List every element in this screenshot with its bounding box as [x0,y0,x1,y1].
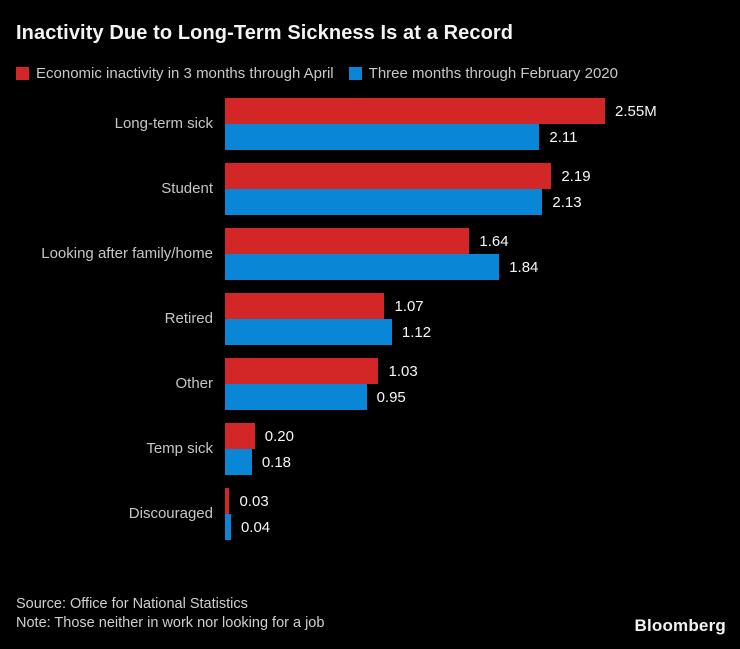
bar-line: 2.55M [225,98,740,124]
legend-item-april: Economic inactivity in 3 months through … [16,65,334,82]
value-label: 1.03 [388,362,418,380]
bar-april [225,423,255,449]
bar-group: 1.03 0.95 [225,358,740,410]
chart-row: Looking after family/home 1.64 1.84 [0,228,740,280]
chart-row: Discouraged 0.03 0.04 [0,488,740,540]
bar-feb2020 [225,384,367,410]
bar-line: 0.95 [225,384,740,410]
bar-feb2020 [225,319,392,345]
category-label: Other [175,375,213,393]
bar-line: 1.07 [225,293,740,319]
category-label: Temp sick [146,440,213,458]
chart-row: Student 2.19 2.13 [0,163,740,215]
chart-title: Inactivity Due to Long-Term Sickness Is … [16,22,514,44]
value-label: 0.18 [261,453,292,471]
note-text: Note: Those neither in work nor looking … [16,615,325,631]
bar-feb2020 [225,124,540,150]
footer-notes: Source: Office for National Statistics N… [16,595,324,633]
bar-group: 0.20 0.18 [225,423,740,475]
bar-line: 0.18 [225,449,740,475]
bar-group: 2.55M 2.11 [225,98,740,150]
bar-feb2020 [225,449,252,475]
chart-row: Other 1.03 0.95 [0,358,740,410]
bar-group: 1.64 1.84 [225,228,740,280]
bar-april [225,98,605,124]
bar-group: 0.03 0.04 [225,488,740,540]
bar-april [225,358,379,384]
bar-line: 1.12 [225,319,740,345]
category-label: Long-term sick [114,115,213,133]
value-label: 1.84 [509,258,539,276]
bar-line: 2.19 [225,163,740,189]
bar-line: 0.20 [225,423,740,449]
bar-line: 1.84 [225,254,740,280]
legend-swatch-red-icon [16,67,29,80]
source-text: Source: Office for National Statistics [16,596,248,612]
value-label: 2.19 [561,167,591,185]
value-label: 0.20 [264,427,294,445]
legend: Economic inactivity in 3 months through … [16,65,618,82]
legend-label-april: Economic inactivity in 3 months through … [36,65,334,82]
value-label: 1.64 [479,232,509,250]
legend-item-feb2020: Three months through February 2020 [348,65,618,82]
legend-swatch-blue-icon [348,67,362,80]
bar-line: 2.11 [225,124,740,150]
bar-april [225,488,230,514]
value-label: 0.95 [376,388,406,406]
bar-feb2020 [225,254,500,280]
value-label: 2.55M [615,102,657,120]
category-label: Looking after family/home [41,245,213,263]
bloomberg-logo: Bloomberg [634,616,726,635]
value-label: 0.04 [240,518,271,536]
bar-group: 2.19 2.13 [225,163,740,215]
bar-line: 2.13 [225,189,740,215]
bar-feb2020 [225,189,543,215]
category-label: Retired [164,310,213,328]
bar-line: 0.04 [225,514,740,540]
chart-row: Long-term sick 2.55M 2.11 [0,98,740,150]
bar-april [225,163,552,189]
value-label: 2.13 [552,193,582,211]
legend-label-feb2020: Three months through February 2020 [368,65,618,82]
bar-group: 1.07 1.12 [225,293,740,345]
chart-row: Retired 1.07 1.12 [0,293,740,345]
bar-line: 1.64 [225,228,740,254]
bar-line: 1.03 [225,358,740,384]
bar-line: 0.03 [225,488,740,514]
value-label: 2.11 [549,128,578,146]
bar-chart-plot-area: Long-term sick 2.55M 2.11 Student 2.19 2.13 Lo… [0,98,740,553]
category-label: Student [161,180,213,198]
category-label: Discouraged [128,505,213,523]
bar-april [225,228,470,254]
value-label: 0.03 [239,492,269,510]
value-label: 1.07 [394,297,424,315]
bar-april [225,293,385,319]
value-label: 1.12 [401,323,432,341]
chart-row: Temp sick 0.20 0.18 [0,423,740,475]
bar-feb2020 [225,514,231,540]
